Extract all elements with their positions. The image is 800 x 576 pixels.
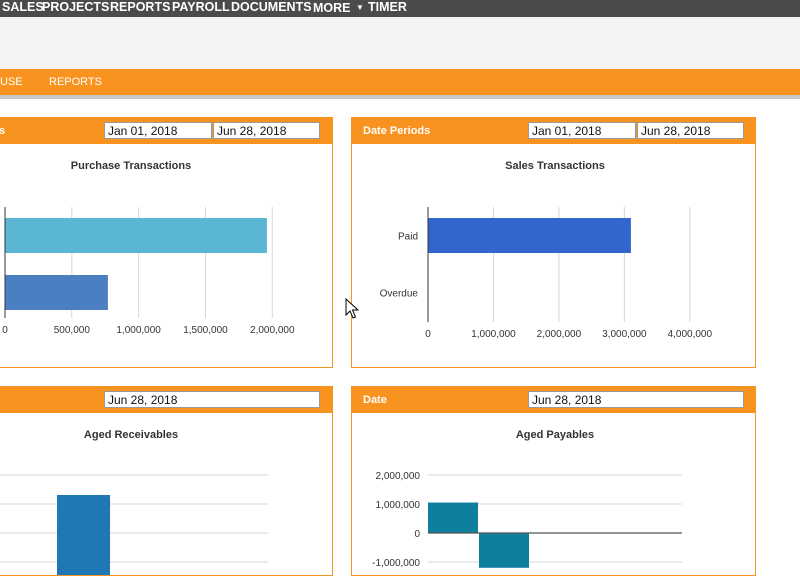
date-from-input[interactable]	[528, 122, 636, 139]
bar	[428, 218, 631, 253]
chart-title: Aged Receivables	[84, 429, 178, 441]
nav-more-label: MORE	[313, 1, 351, 15]
panel-header-label: Date	[363, 394, 387, 406]
x-tick-label: 1,500,000	[183, 325, 228, 336]
y-tick-label: -1,000,000	[372, 558, 420, 569]
sales-transactions-chart: Sales Transactions 0 1,000,000 2,000,000 3,0…	[380, 160, 713, 340]
x-tick-label: 1,000,000	[116, 325, 161, 336]
y-category-label: Overdue	[380, 289, 419, 300]
chart-title: Aged Payables	[516, 429, 594, 441]
nav-timer[interactable]: TIMER	[368, 0, 407, 14]
chart-title: Purchase Transactions	[71, 160, 191, 172]
aged-payables-chart: Aged Payables 2,000,000 1,000,000 0 -1,000,0…	[372, 429, 682, 569]
panel-header: Date Periods	[352, 118, 755, 144]
x-tick-label: 3,000,000	[602, 329, 647, 340]
aged-payables-panel: Date Aged Payables 2,000,000 1,000,000 0 -1,…	[351, 386, 756, 576]
bar	[57, 495, 110, 575]
subnav-reports[interactable]: REPORTS	[49, 76, 102, 88]
aged-receivables-panel: Aged Receivables	[0, 386, 333, 576]
date-input[interactable]	[528, 391, 744, 408]
nav-payroll[interactable]: PAYROLL	[172, 0, 230, 14]
date-input[interactable]	[104, 391, 320, 408]
panel-header-label: s	[0, 118, 5, 145]
mouse-cursor-icon	[345, 298, 359, 319]
x-tick-label: 4,000,000	[668, 329, 713, 340]
bar	[5, 218, 267, 253]
x-tick-label: 1,000,000	[471, 329, 516, 340]
divider	[0, 95, 800, 99]
x-tick-label: 0	[2, 325, 8, 336]
purchase-transactions-panel: s Purchase Transactions 0 500,000 1,000,000…	[0, 117, 333, 368]
date-from-input[interactable]	[104, 122, 212, 139]
y-tick-label: 2,000,000	[376, 471, 421, 482]
sales-transactions-panel: Date Periods Sales Transactions 0 1,000,00…	[351, 117, 756, 368]
x-tick-label: 500,000	[54, 325, 91, 336]
y-tick-label: 0	[414, 529, 420, 540]
nav-more[interactable]: MORE ▼	[313, 0, 364, 17]
caret-down-icon: ▼	[355, 3, 364, 12]
bar	[479, 533, 529, 568]
nav-projects[interactable]: PROJECTS	[42, 0, 110, 14]
x-tick-label: 0	[425, 329, 431, 340]
panel-header	[0, 387, 332, 413]
purchase-transactions-chart: Purchase Transactions 0 500,000 1,000,000 1,…	[2, 160, 295, 336]
x-tick-label: 2,000,000	[537, 329, 582, 340]
chart-title: Sales Transactions	[505, 160, 605, 172]
nav-reports[interactable]: REPORTS	[110, 0, 171, 14]
date-to-input[interactable]	[637, 122, 744, 139]
y-category-label: Paid	[398, 232, 418, 243]
date-to-input[interactable]	[213, 122, 320, 139]
top-navigation-bar: SALES PROJECTS REPORTS PAYROLL DOCUMENTS…	[0, 0, 800, 17]
nav-sales[interactable]: SALES	[2, 0, 44, 14]
bar	[5, 275, 108, 310]
y-tick-label: 1,000,000	[376, 500, 421, 511]
aged-receivables-chart: Aged Receivables	[0, 429, 268, 575]
panel-header-label: Date Periods	[363, 125, 431, 137]
sub-header	[0, 17, 800, 69]
panel-header: Date	[352, 387, 755, 413]
panel-header: s	[0, 118, 332, 144]
nav-documents[interactable]: DOCUMENTS	[231, 0, 312, 14]
secondary-navigation: USE REPORTS	[0, 69, 800, 95]
subnav-use[interactable]: USE	[0, 76, 23, 88]
bar	[428, 502, 478, 533]
x-tick-label: 2,000,000	[250, 325, 295, 336]
